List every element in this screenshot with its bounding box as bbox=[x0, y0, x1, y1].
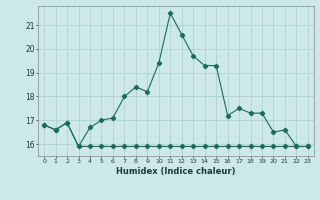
X-axis label: Humidex (Indice chaleur): Humidex (Indice chaleur) bbox=[116, 167, 236, 176]
